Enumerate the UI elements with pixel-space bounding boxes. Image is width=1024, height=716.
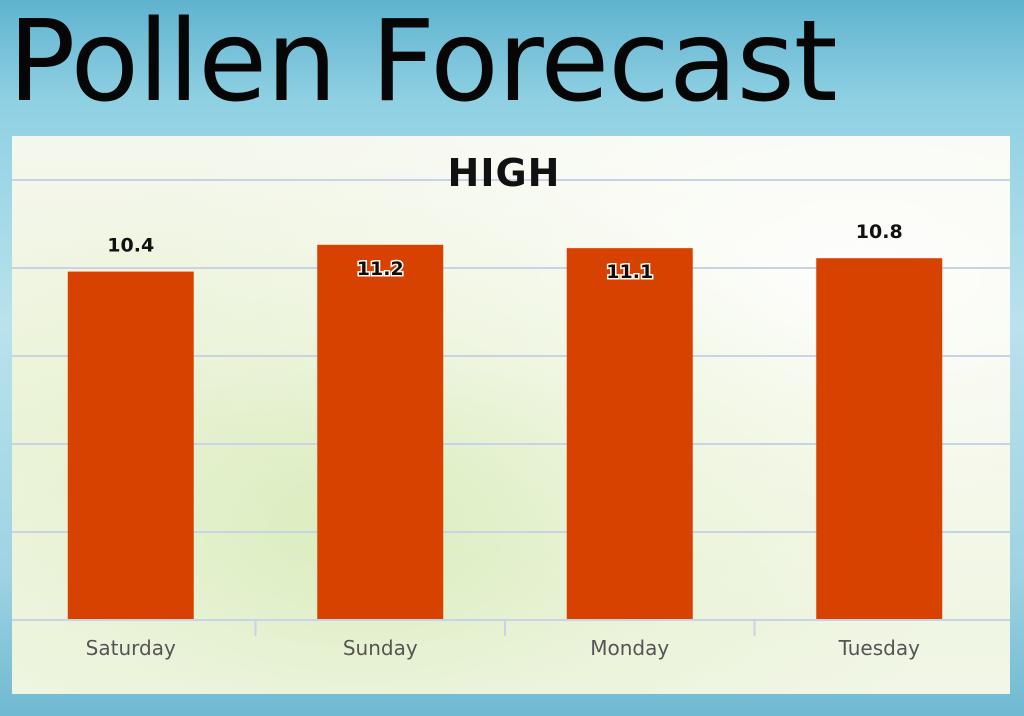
value-labels: 10.4 11.2 11.1 10.8 xyxy=(107,221,903,284)
category-label-saturday: Saturday xyxy=(86,636,176,660)
chart-panel: 10.4 11.2 11.1 10.8 Saturday Sunday Monday Tue… xyxy=(12,136,1010,694)
bar-sunday xyxy=(317,244,444,621)
value-label-tuesday: 10.8 xyxy=(856,221,903,243)
bar-monday xyxy=(566,248,693,620)
value-label-saturday: 10.4 xyxy=(107,235,154,257)
bar-tuesday xyxy=(816,258,943,620)
category-label-monday: Monday xyxy=(590,636,669,660)
category-label-sunday: Sunday xyxy=(343,636,418,660)
category-label-tuesday: Tuesday xyxy=(838,636,921,660)
x-axis-ticks xyxy=(254,620,756,636)
value-label-sunday: 11.2 xyxy=(357,258,404,280)
chart-title: HIGH xyxy=(448,151,561,195)
bars xyxy=(67,244,943,621)
bar-saturday xyxy=(67,271,194,620)
value-label-monday: 11.1 xyxy=(606,261,653,283)
bar-chart: 10.4 11.2 11.1 10.8 Saturday Sunday Monday Tue… xyxy=(12,151,1010,660)
page-title: Pollen Forecast xyxy=(8,0,838,127)
category-labels: Saturday Sunday Monday Tuesday xyxy=(86,636,920,660)
